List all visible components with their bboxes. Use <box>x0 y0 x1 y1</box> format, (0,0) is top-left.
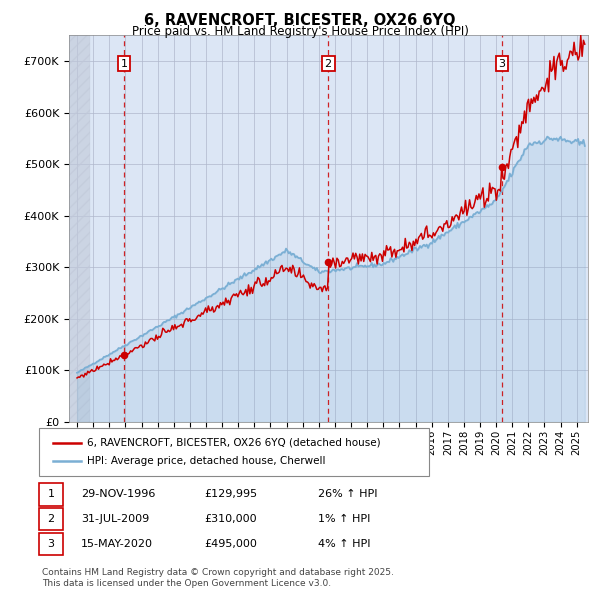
Text: 2: 2 <box>325 58 332 68</box>
Bar <box>69 35 90 422</box>
Text: 6, RAVENCROFT, BICESTER, OX26 6YQ (detached house): 6, RAVENCROFT, BICESTER, OX26 6YQ (detac… <box>87 438 380 448</box>
Text: 2: 2 <box>47 514 55 524</box>
Text: 6, RAVENCROFT, BICESTER, OX26 6YQ: 6, RAVENCROFT, BICESTER, OX26 6YQ <box>144 13 456 28</box>
Text: 3: 3 <box>47 539 55 549</box>
Text: 15-MAY-2020: 15-MAY-2020 <box>81 539 153 549</box>
Text: 31-JUL-2009: 31-JUL-2009 <box>81 514 149 524</box>
Text: 4% ↑ HPI: 4% ↑ HPI <box>318 539 371 549</box>
Text: 29-NOV-1996: 29-NOV-1996 <box>81 490 155 499</box>
Text: HPI: Average price, detached house, Cherwell: HPI: Average price, detached house, Cher… <box>87 456 325 466</box>
Text: 1% ↑ HPI: 1% ↑ HPI <box>318 514 370 524</box>
Text: £495,000: £495,000 <box>204 539 257 549</box>
Text: 1: 1 <box>121 58 128 68</box>
Text: 26% ↑ HPI: 26% ↑ HPI <box>318 490 377 499</box>
Text: £129,995: £129,995 <box>204 490 257 499</box>
Text: Price paid vs. HM Land Registry's House Price Index (HPI): Price paid vs. HM Land Registry's House … <box>131 25 469 38</box>
Text: 3: 3 <box>499 58 506 68</box>
Text: 1: 1 <box>47 490 55 499</box>
Text: Contains HM Land Registry data © Crown copyright and database right 2025.
This d: Contains HM Land Registry data © Crown c… <box>42 568 394 588</box>
Text: £310,000: £310,000 <box>204 514 257 524</box>
